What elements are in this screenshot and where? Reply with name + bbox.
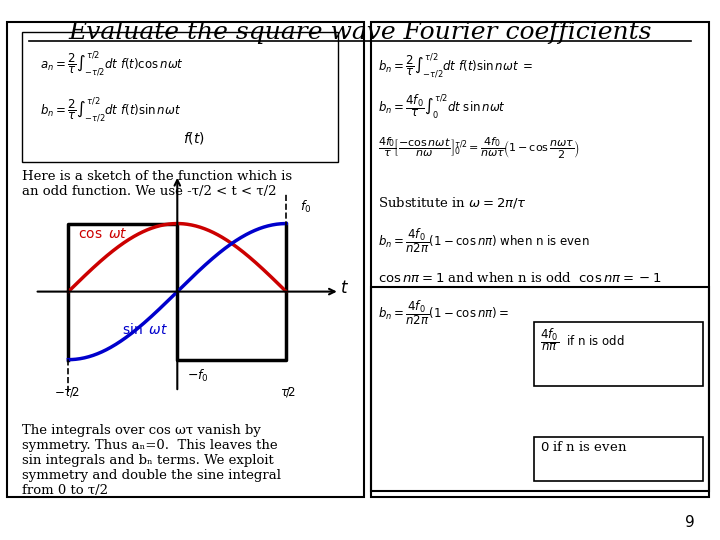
Text: $b_n = \dfrac{4f_0}{n2\pi}\left(1-\cos n\pi\right)$ when n is even: $b_n = \dfrac{4f_0}{n2\pi}\left(1-\cos n… — [378, 226, 590, 254]
Text: $\tau\!/\!2$: $\tau\!/\!2$ — [280, 384, 296, 399]
Text: $t$: $t$ — [340, 280, 348, 297]
Text: 9: 9 — [685, 515, 695, 530]
Text: $\cos n\pi = 1$ and when n is odd  $\cos n\pi = -1$: $\cos n\pi = 1$ and when n is odd $\cos … — [378, 271, 661, 285]
Text: $-\tau\!/\!2$: $-\tau\!/\!2$ — [54, 384, 79, 399]
Text: $0$ if n is even: $0$ if n is even — [540, 440, 627, 454]
Text: $\cos\ \omega t$: $\cos\ \omega t$ — [78, 227, 128, 241]
Text: $\dfrac{4f_0}{n\pi}$  if n is odd: $\dfrac{4f_0}{n\pi}$ if n is odd — [540, 326, 625, 353]
Text: $f(t)$: $f(t)$ — [183, 130, 205, 146]
Text: $f_0$: $f_0$ — [300, 199, 312, 215]
Text: $b_n = \dfrac{2}{\tau}\int_{-\tau/2}^{\tau/2} dt\ f(t)\sin n\omega t$: $b_n = \dfrac{2}{\tau}\int_{-\tau/2}^{\t… — [40, 96, 181, 124]
Text: $b_n = \dfrac{4f_0}{\tau}\int_{0}^{\tau/2} dt\ \sin n\omega t$: $b_n = \dfrac{4f_0}{\tau}\int_{0}^{\tau/… — [378, 93, 506, 122]
Text: $b_n = \dfrac{4f_0}{n2\pi}\left(1-\cos n\pi\right) = $: $b_n = \dfrac{4f_0}{n2\pi}\left(1-\cos n… — [378, 298, 509, 327]
Text: $a_n = \dfrac{2}{\tau}\int_{-\tau/2}^{\tau/2} dt\ f(t)\cos n\omega t$: $a_n = \dfrac{2}{\tau}\int_{-\tau/2}^{\t… — [40, 50, 184, 78]
Text: $-f_0$: $-f_0$ — [187, 368, 209, 384]
Text: $b_n = \dfrac{2}{\tau}\int_{-\tau/2}^{\tau/2} dt\ f(t)\sin n\omega t\ =$: $b_n = \dfrac{2}{\tau}\int_{-\tau/2}^{\t… — [378, 51, 534, 79]
Text: $\dfrac{4f_0}{\tau}\!\left[\dfrac{-\cos n\omega t}{n\omega}\right]_0^{\tau/2}= \: $\dfrac{4f_0}{\tau}\!\left[\dfrac{-\cos … — [378, 136, 580, 161]
Text: Here is a sketch of the function which is
an odd function. We use -τ/2 < t < τ/2: Here is a sketch of the function which i… — [22, 170, 292, 198]
Text: Evaluate the square wave Fourier coefficients: Evaluate the square wave Fourier coeffic… — [68, 21, 652, 44]
Text: $\sin\ \omega t$: $\sin\ \omega t$ — [122, 321, 168, 336]
Text: Substitute in $\omega = 2\pi/\tau$: Substitute in $\omega = 2\pi/\tau$ — [378, 195, 527, 211]
Text: The integrals over cos ωτ vanish by
symmetry. Thus aₙ=0.  This leaves the
sin in: The integrals over cos ωτ vanish by symm… — [22, 424, 281, 497]
